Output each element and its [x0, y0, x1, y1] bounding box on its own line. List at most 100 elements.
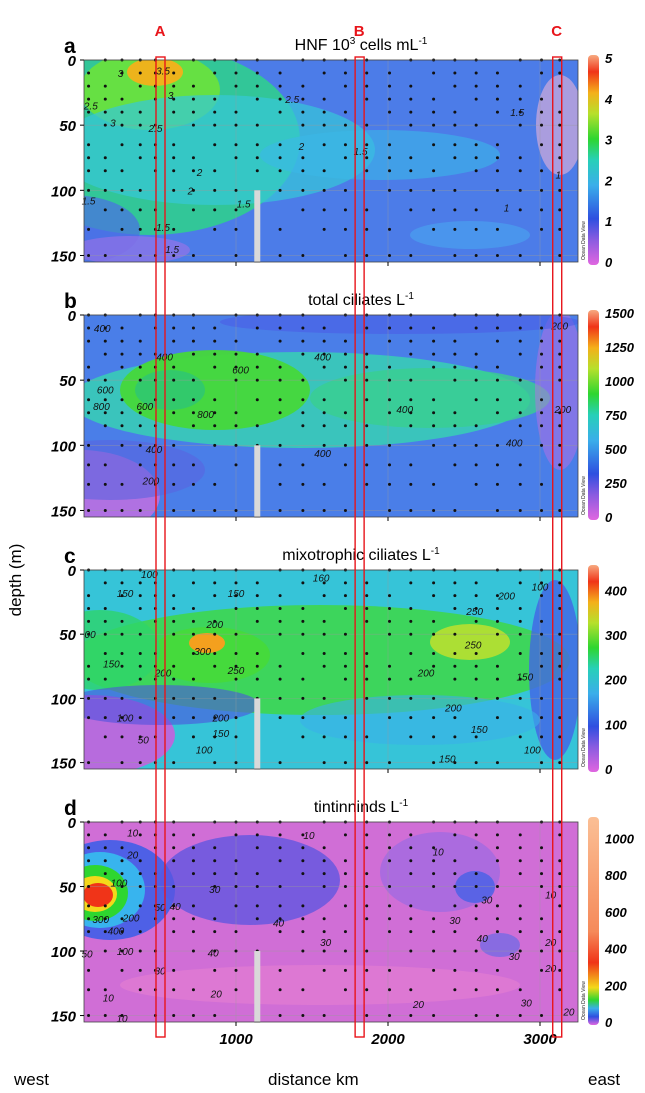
contour-label: 2 [187, 186, 194, 197]
contour-label: 1.5 [82, 197, 96, 208]
station-dot [87, 365, 91, 369]
station-dot [120, 227, 124, 231]
station-dot [103, 352, 107, 356]
station-dot [343, 424, 347, 428]
station-dot [432, 594, 436, 598]
contour-label: 400 [94, 324, 111, 335]
station-dot [540, 761, 544, 765]
station-dot [343, 378, 347, 382]
station-dot [213, 169, 217, 173]
station-dot [234, 339, 238, 343]
station-dot [365, 123, 369, 127]
station-dot [278, 156, 282, 160]
station-dot [234, 227, 238, 231]
station-dot [365, 885, 369, 889]
station-dot [120, 1014, 124, 1018]
station-dot [213, 123, 217, 127]
station-dot [234, 594, 238, 598]
station-dot [343, 156, 347, 160]
station-dot [495, 365, 499, 369]
station-dot [495, 696, 499, 700]
station-dot [234, 71, 238, 75]
station-dot [432, 846, 436, 850]
station-dot [495, 227, 499, 231]
station-dot [191, 398, 195, 402]
station-dot [138, 885, 142, 889]
station-dot [278, 508, 282, 512]
station-dot [409, 97, 413, 101]
station-dot [409, 619, 413, 623]
colorbar [588, 565, 599, 772]
station-dot [558, 930, 562, 934]
station-dot [365, 227, 369, 231]
station-dot [432, 632, 436, 636]
station-dot [558, 735, 562, 739]
station-dot [474, 169, 478, 173]
colorbar-tick-label: 0 [605, 510, 613, 525]
contour-label: 10 [103, 993, 115, 1004]
contour-label: 50 [138, 735, 150, 746]
station-dot [138, 594, 142, 598]
station-dot [365, 365, 369, 369]
station-dot [540, 227, 544, 231]
station-dot [172, 988, 176, 992]
station-dot [322, 859, 326, 863]
panel-title-text: mixotrophic ciliates L [282, 547, 431, 564]
station-dot [213, 227, 217, 231]
station-dot [234, 443, 238, 447]
station-dot [409, 904, 413, 908]
station-dot [388, 110, 392, 114]
station-dot [495, 904, 499, 908]
colorbar [588, 55, 599, 265]
station-dot [388, 833, 392, 837]
station-dot [301, 651, 305, 655]
station-dot [432, 508, 436, 512]
station-dot [474, 968, 478, 972]
station-dot [172, 169, 176, 173]
panel-title-sup: 3 [350, 36, 356, 47]
contour-label: 10 [545, 890, 557, 901]
station-dot [388, 227, 392, 231]
station-dot [518, 846, 522, 850]
station-dot [172, 859, 176, 863]
station-dot [87, 97, 91, 101]
marker-box-A [155, 56, 166, 1038]
station-dot [213, 872, 217, 876]
station-dot [409, 735, 413, 739]
station-dot [255, 97, 259, 101]
station-dot [191, 581, 195, 585]
station-dot [172, 833, 176, 837]
station-dot [365, 619, 369, 623]
station-dot [343, 735, 347, 739]
station-dot [278, 463, 282, 467]
station-dot [540, 143, 544, 147]
station-dot [301, 208, 305, 212]
station-dot [103, 988, 107, 992]
data-gap-bar [254, 698, 261, 770]
station-dot [343, 968, 347, 972]
station-dot [172, 508, 176, 512]
station-dot [343, 930, 347, 934]
station-dot [138, 110, 142, 114]
station-dot [343, 508, 347, 512]
station-dot [495, 156, 499, 160]
station-dot [322, 968, 326, 972]
station-dot [234, 716, 238, 720]
station-dot [540, 424, 544, 428]
station-dot [518, 123, 522, 127]
station-dot [365, 1014, 369, 1018]
station-dot [518, 84, 522, 88]
station-dot [87, 594, 91, 598]
station-dot [432, 664, 436, 668]
station-dot [495, 378, 499, 382]
contour-label: 2.5 [83, 102, 98, 113]
station-dot [234, 463, 238, 467]
station-dot [103, 208, 107, 212]
station-dot [87, 833, 91, 837]
station-dot [255, 84, 259, 88]
station-dot [540, 97, 544, 101]
contour-label: 200 [205, 620, 223, 631]
station-dot [234, 208, 238, 212]
station-dot [301, 253, 305, 257]
